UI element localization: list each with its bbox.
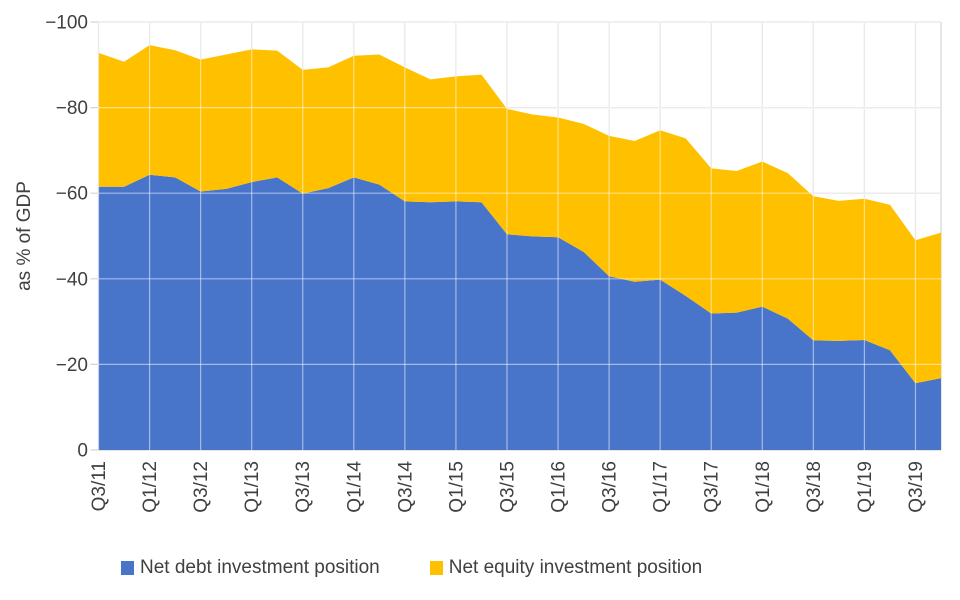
y-tick-label: −40 [56, 269, 88, 290]
x-tick-label: Q3/17 [702, 461, 723, 513]
legend-label-equity: Net equity investment position [448, 557, 703, 578]
legend-item-equity: Net equity investment position [429, 557, 703, 579]
legend-item-debt: Net debt investment position [121, 557, 380, 579]
x-tick-label: Q3/13 [293, 461, 314, 513]
debt-swatch-icon [121, 561, 134, 575]
x-tick-label: Q1/13 [242, 461, 263, 513]
x-tick-label: Q3/18 [804, 461, 825, 513]
y-tick-label: −80 [56, 98, 88, 119]
x-tick-label: Q3/14 [395, 461, 416, 513]
chart-legend: Net debt investment position Net equity … [121, 557, 702, 579]
equity-area [98, 45, 941, 384]
x-tick-label: Q1/12 [140, 461, 161, 513]
y-tick-label: −20 [56, 355, 88, 376]
x-tick-label: Q3/19 [906, 461, 927, 513]
y-tick-label: −100 [45, 13, 88, 34]
x-tick-label: Q3/12 [191, 461, 212, 513]
legend-label-debt: Net debt investment position [140, 557, 380, 578]
y-axis-title: as % of GDP [14, 181, 35, 291]
y-tick-label: −60 [56, 184, 88, 205]
x-tick-label: Q1/16 [549, 461, 570, 513]
x-tick-label: Q1/19 [855, 461, 876, 513]
y-tick-label: 0 [77, 441, 88, 462]
x-tick-label: Q3/16 [600, 461, 621, 513]
x-tick-label: Q1/15 [446, 461, 467, 513]
x-tick-label: Q3/15 [497, 461, 518, 513]
x-tick-label: Q1/17 [651, 461, 672, 513]
x-tick-label: Q1/14 [344, 461, 365, 513]
equity-swatch-icon [429, 561, 443, 575]
x-tick-label: Q3/11 [89, 461, 110, 511]
debt-area [98, 174, 941, 450]
x-tick-label: Q1/18 [753, 461, 774, 513]
